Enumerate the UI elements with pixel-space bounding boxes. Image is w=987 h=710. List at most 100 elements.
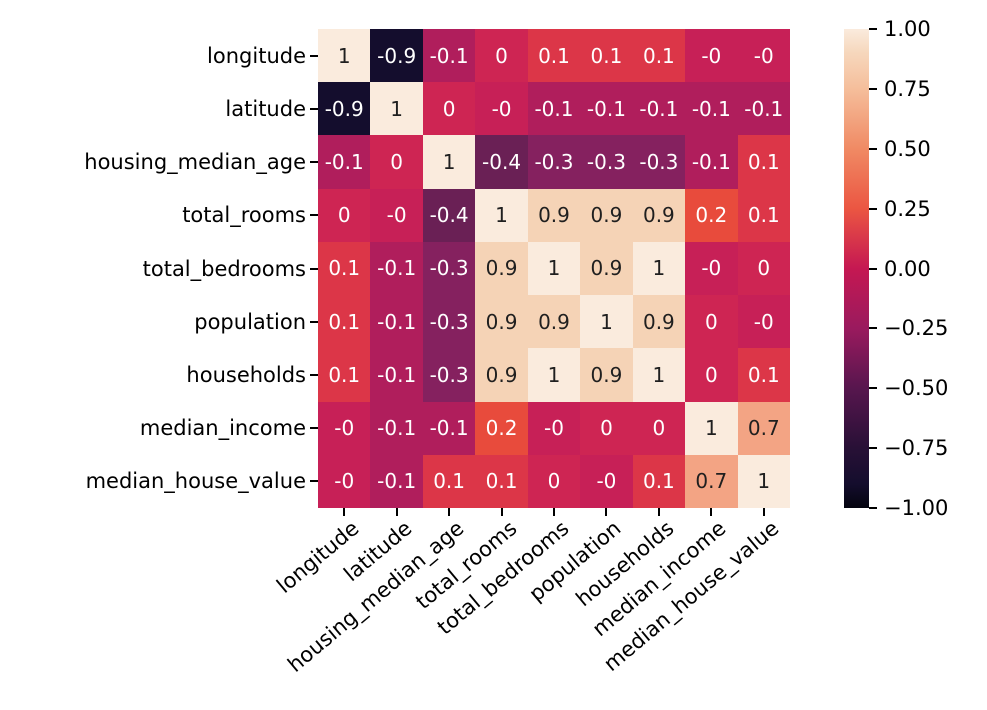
heatmap-cell-population-longitude: 0.1 [318, 295, 371, 349]
heatmap-cell-total_rooms-total_bedrooms: 0.9 [527, 188, 581, 242]
heatmap-cell-longitude-total_rooms: 0 [475, 29, 528, 83]
x-tick-mark [762, 508, 765, 516]
heatmap-cell-total_bedrooms-median_house_value: 0 [737, 241, 790, 296]
y-tick-label-longitude: longitude [207, 43, 306, 68]
colorbar-tick-mark [869, 447, 877, 450]
heatmap-cell-population-median_house_value: -0 [737, 295, 790, 349]
heatmap-cell-median_house_value-longitude: -0 [318, 454, 371, 508]
heatmap-cell-latitude-total_bedrooms: -0.1 [527, 82, 581, 136]
y-tick-mark [310, 107, 318, 110]
y-tick-mark [310, 427, 318, 430]
heatmap-cell-households-population: 0.9 [580, 348, 633, 402]
y-tick-label-population: population [194, 309, 306, 334]
heatmap-cell-median_income-longitude: -0 [318, 401, 371, 455]
y-tick-label-total_rooms: total_rooms [182, 203, 306, 228]
heatmap-cell-housing_median_age-population: -0.3 [580, 135, 633, 189]
y-tick-mark [310, 161, 318, 164]
heatmap-cell-total_bedrooms-housing_median_age: -0.3 [422, 241, 476, 296]
heatmap-cell-total_bedrooms-longitude: 0.1 [318, 241, 371, 296]
y-tick-label-median_income: median_income [139, 416, 306, 441]
heatmap-cell-population-households: 0.9 [632, 295, 686, 349]
y-tick-mark [310, 54, 318, 57]
heatmap-cell-population-housing_median_age: -0.3 [422, 295, 476, 349]
heatmap-cell-total_rooms-housing_median_age: -0.4 [422, 188, 476, 242]
colorbar-tick-mark [869, 327, 877, 330]
heatmap-cell-population-population: 1 [580, 295, 633, 349]
colorbar-tick-label-−0.75: −0.75 [884, 436, 949, 461]
heatmap-cell-total_rooms-longitude: 0 [318, 188, 371, 242]
heatmap-cell-latitude-housing_median_age: 0 [422, 82, 476, 136]
heatmap-cell-total_rooms-latitude: -0 [370, 188, 423, 242]
heatmap-cell-housing_median_age-longitude: -0.1 [318, 135, 371, 189]
heatmap-cell-households-latitude: -0.1 [370, 348, 423, 402]
heatmap-cell-median_income-latitude: -0.1 [370, 401, 423, 455]
x-tick-mark [553, 508, 555, 516]
x-tick-mark [395, 508, 398, 516]
heatmap-cell-median_house_value-latitude: -0.1 [370, 454, 423, 508]
x-tick-mark [343, 508, 346, 516]
heatmap-cell-households-longitude: 0.1 [318, 348, 371, 402]
heatmap-cell-total_bedrooms-total_rooms: 0.9 [475, 241, 528, 296]
heatmap-cell-median_house_value-population: -0 [580, 454, 633, 508]
heatmap-cell-latitude-longitude: -0.9 [318, 82, 371, 136]
heatmap-cell-latitude-households: -0.1 [632, 82, 686, 136]
colorbar-tick-label-−0.25: −0.25 [884, 316, 949, 341]
heatmap-cell-population-total_rooms: 0.9 [475, 295, 528, 349]
y-tick-mark [310, 480, 318, 483]
colorbar-tick-mark [869, 87, 877, 90]
heatmap-cell-population-latitude: -0.1 [370, 295, 423, 349]
heatmap-cell-population-total_bedrooms: 0.9 [527, 295, 581, 349]
heatmap-cell-median_income-total_rooms: 0.2 [475, 401, 528, 455]
heatmap-cell-total_rooms-median_house_value: 0.1 [737, 188, 790, 242]
y-tick-label-latitude: latitude [225, 96, 306, 121]
colorbar-tick-mark [869, 28, 877, 30]
y-tick-mark [310, 267, 318, 270]
heatmap-cell-population-median_income: 0 [685, 295, 738, 349]
heatmap-cell-longitude-longitude: 1 [318, 29, 371, 83]
heatmap-cell-total_bedrooms-total_bedrooms: 1 [527, 241, 581, 296]
heatmap-cell-housing_median_age-total_bedrooms: -0.3 [527, 135, 581, 189]
heatmap-cell-households-median_income: 0 [685, 348, 738, 402]
heatmap-cell-housing_median_age-households: -0.3 [632, 135, 686, 189]
heatmap-cell-median_income-housing_median_age: -0.1 [422, 401, 476, 455]
heatmap-cell-total_rooms-households: 0.9 [632, 188, 686, 242]
y-tick-label-housing_median_age: housing_median_age [84, 150, 306, 175]
heatmap-cell-median_house_value-median_house_value: 1 [737, 454, 790, 508]
heatmap-cell-median_income-total_bedrooms: -0 [527, 401, 581, 455]
heatmap-cell-latitude-median_income: -0.1 [685, 82, 738, 136]
heatmap-cell-total_bedrooms-latitude: -0.1 [370, 241, 423, 296]
y-tick-mark [310, 214, 318, 217]
heatmap-cell-total_rooms-median_income: 0.2 [685, 188, 738, 242]
heatmap-cell-total_bedrooms-median_income: -0 [685, 241, 738, 296]
x-tick-mark [657, 508, 660, 516]
heatmap-cell-housing_median_age-latitude: 0 [370, 135, 423, 189]
heatmap-cell-median_house_value-total_rooms: 0.1 [475, 454, 528, 508]
x-tick-mark [710, 508, 713, 516]
heatmap-cell-longitude-latitude: -0.9 [370, 29, 423, 83]
colorbar-tick-label-0.75: 0.75 [884, 76, 931, 101]
colorbar-tick-label-0.50: 0.50 [884, 136, 931, 161]
heatmap-cell-median_income-median_house_value: 0.7 [737, 401, 790, 455]
x-tick-mark [500, 508, 503, 516]
heatmap-cell-latitude-latitude: 1 [370, 82, 423, 136]
colorbar-tick-mark [869, 267, 877, 270]
heatmap-cell-median_house_value-households: 0.1 [632, 454, 686, 508]
colorbar-gradient [844, 29, 869, 508]
colorbar-tick-mark [869, 147, 877, 150]
heatmap-cell-median_house_value-median_income: 0.7 [685, 454, 738, 508]
heatmap-cell-longitude-median_income: -0 [685, 29, 738, 83]
heatmap-cell-longitude-households: 0.1 [632, 29, 686, 83]
heatmap-cell-housing_median_age-median_income: -0.1 [685, 135, 738, 189]
colorbar-tick-mark [869, 207, 877, 210]
colorbar-tick-label-−1.00: −1.00 [884, 496, 949, 520]
colorbar-tick-label-−0.50: −0.50 [884, 376, 949, 401]
heatmap-cell-longitude-total_bedrooms: 0.1 [527, 29, 581, 83]
heatmap-cell-total_bedrooms-households: 1 [632, 241, 686, 296]
y-tick-label-households: households [186, 362, 306, 387]
heatmap-cell-longitude-population: 0.1 [580, 29, 633, 83]
heatmap-grid: 1 -0.9 -0.1 0 0.1 0.1 0.1 -0 -0 -0.9 1 0 -0 -0.1 -0.1-… [318, 29, 790, 508]
heatmap-cell-housing_median_age-total_rooms: -0.4 [475, 135, 528, 189]
heatmap-cell-latitude-population: -0.1 [580, 82, 633, 136]
colorbar-tick-mark [869, 507, 877, 509]
